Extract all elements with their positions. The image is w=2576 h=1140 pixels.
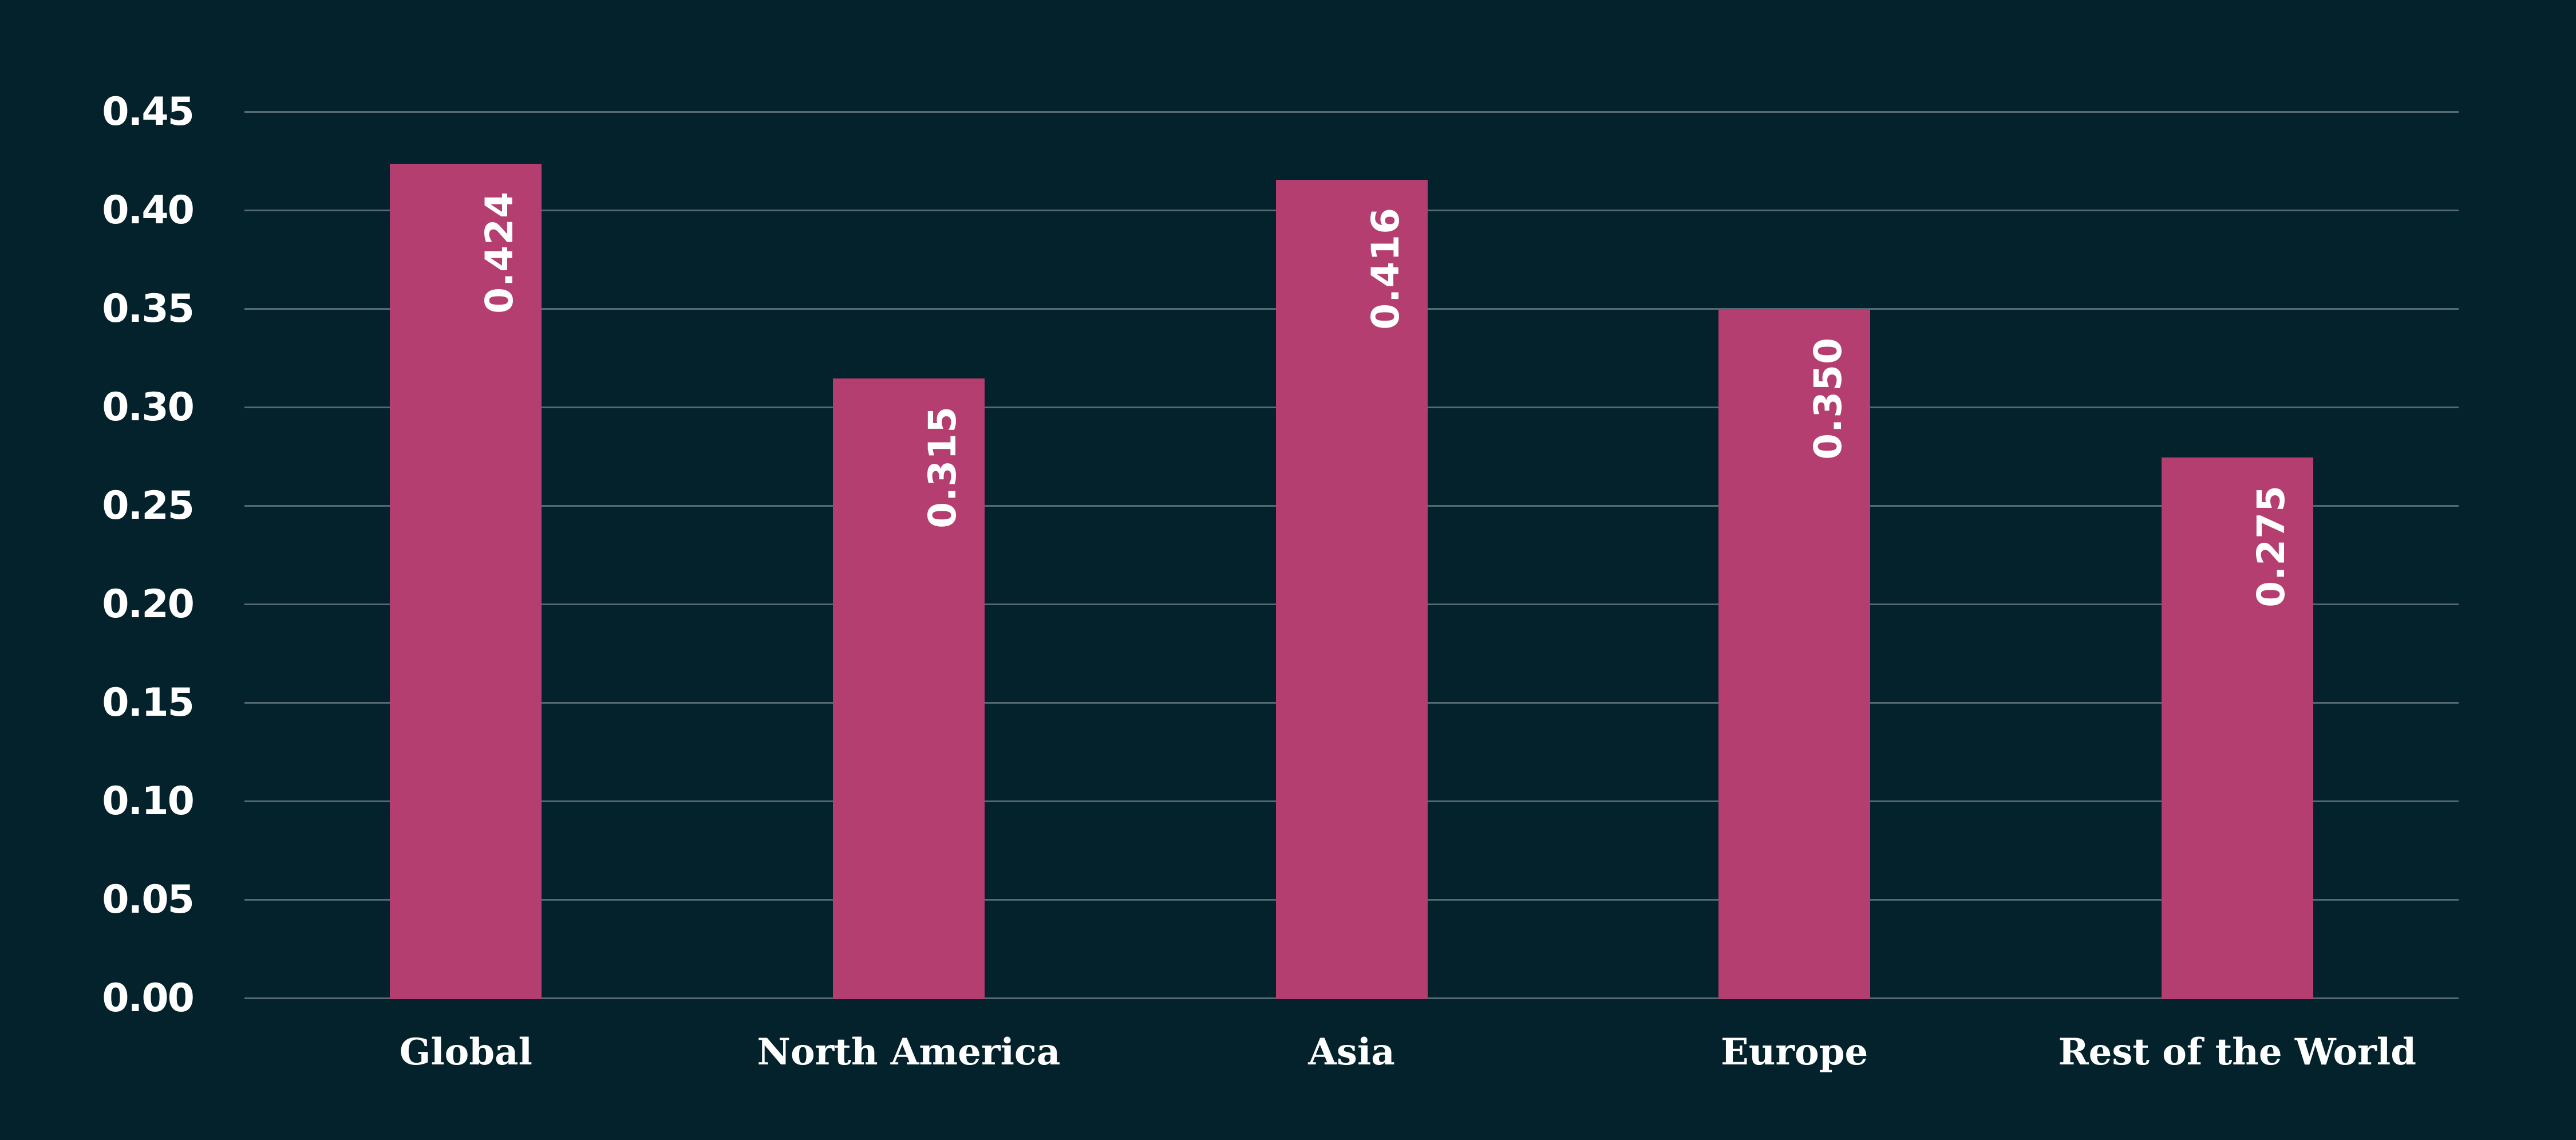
x-axis-category-label: North America (757, 1031, 1061, 1074)
x-axis-category-label: Asia (1308, 1031, 1395, 1074)
bar-value-label: 0.275 (2249, 485, 2293, 608)
y-axis-tick-label: 0.05 (102, 877, 195, 922)
y-axis-tick-label: 0.15 (102, 680, 195, 725)
y-axis-tick-label: 0.25 (102, 483, 195, 528)
x-axis-category-label: Rest of the World (2058, 1031, 2416, 1074)
y-axis-tick-label: 0.20 (102, 581, 195, 627)
y-axis-tick-label: 0.35 (102, 286, 195, 332)
bar: 0.416 (1275, 179, 1428, 999)
bar: 0.424 (390, 164, 542, 999)
bar-value-label: 0.350 (1806, 337, 1851, 460)
bar: 0.350 (1718, 310, 1871, 999)
y-axis-tick-label: 0.00 (102, 975, 195, 1021)
bar-value-label: 0.315 (920, 406, 965, 529)
bar-value-label: 0.424 (477, 191, 522, 314)
gridline (244, 111, 2459, 113)
y-axis-tick-label: 0.45 (102, 89, 195, 135)
bar: 0.315 (832, 378, 985, 999)
x-axis-category-label: Global (399, 1031, 532, 1074)
y-axis-tick-label: 0.40 (102, 187, 195, 233)
y-axis-tick-label: 0.30 (102, 384, 195, 430)
bar: 0.275 (2161, 457, 2313, 999)
y-axis-tick-label: 0.10 (102, 778, 195, 824)
x-axis-category-label: Europe (1721, 1031, 1868, 1074)
bar-value-label: 0.416 (1363, 207, 1408, 330)
